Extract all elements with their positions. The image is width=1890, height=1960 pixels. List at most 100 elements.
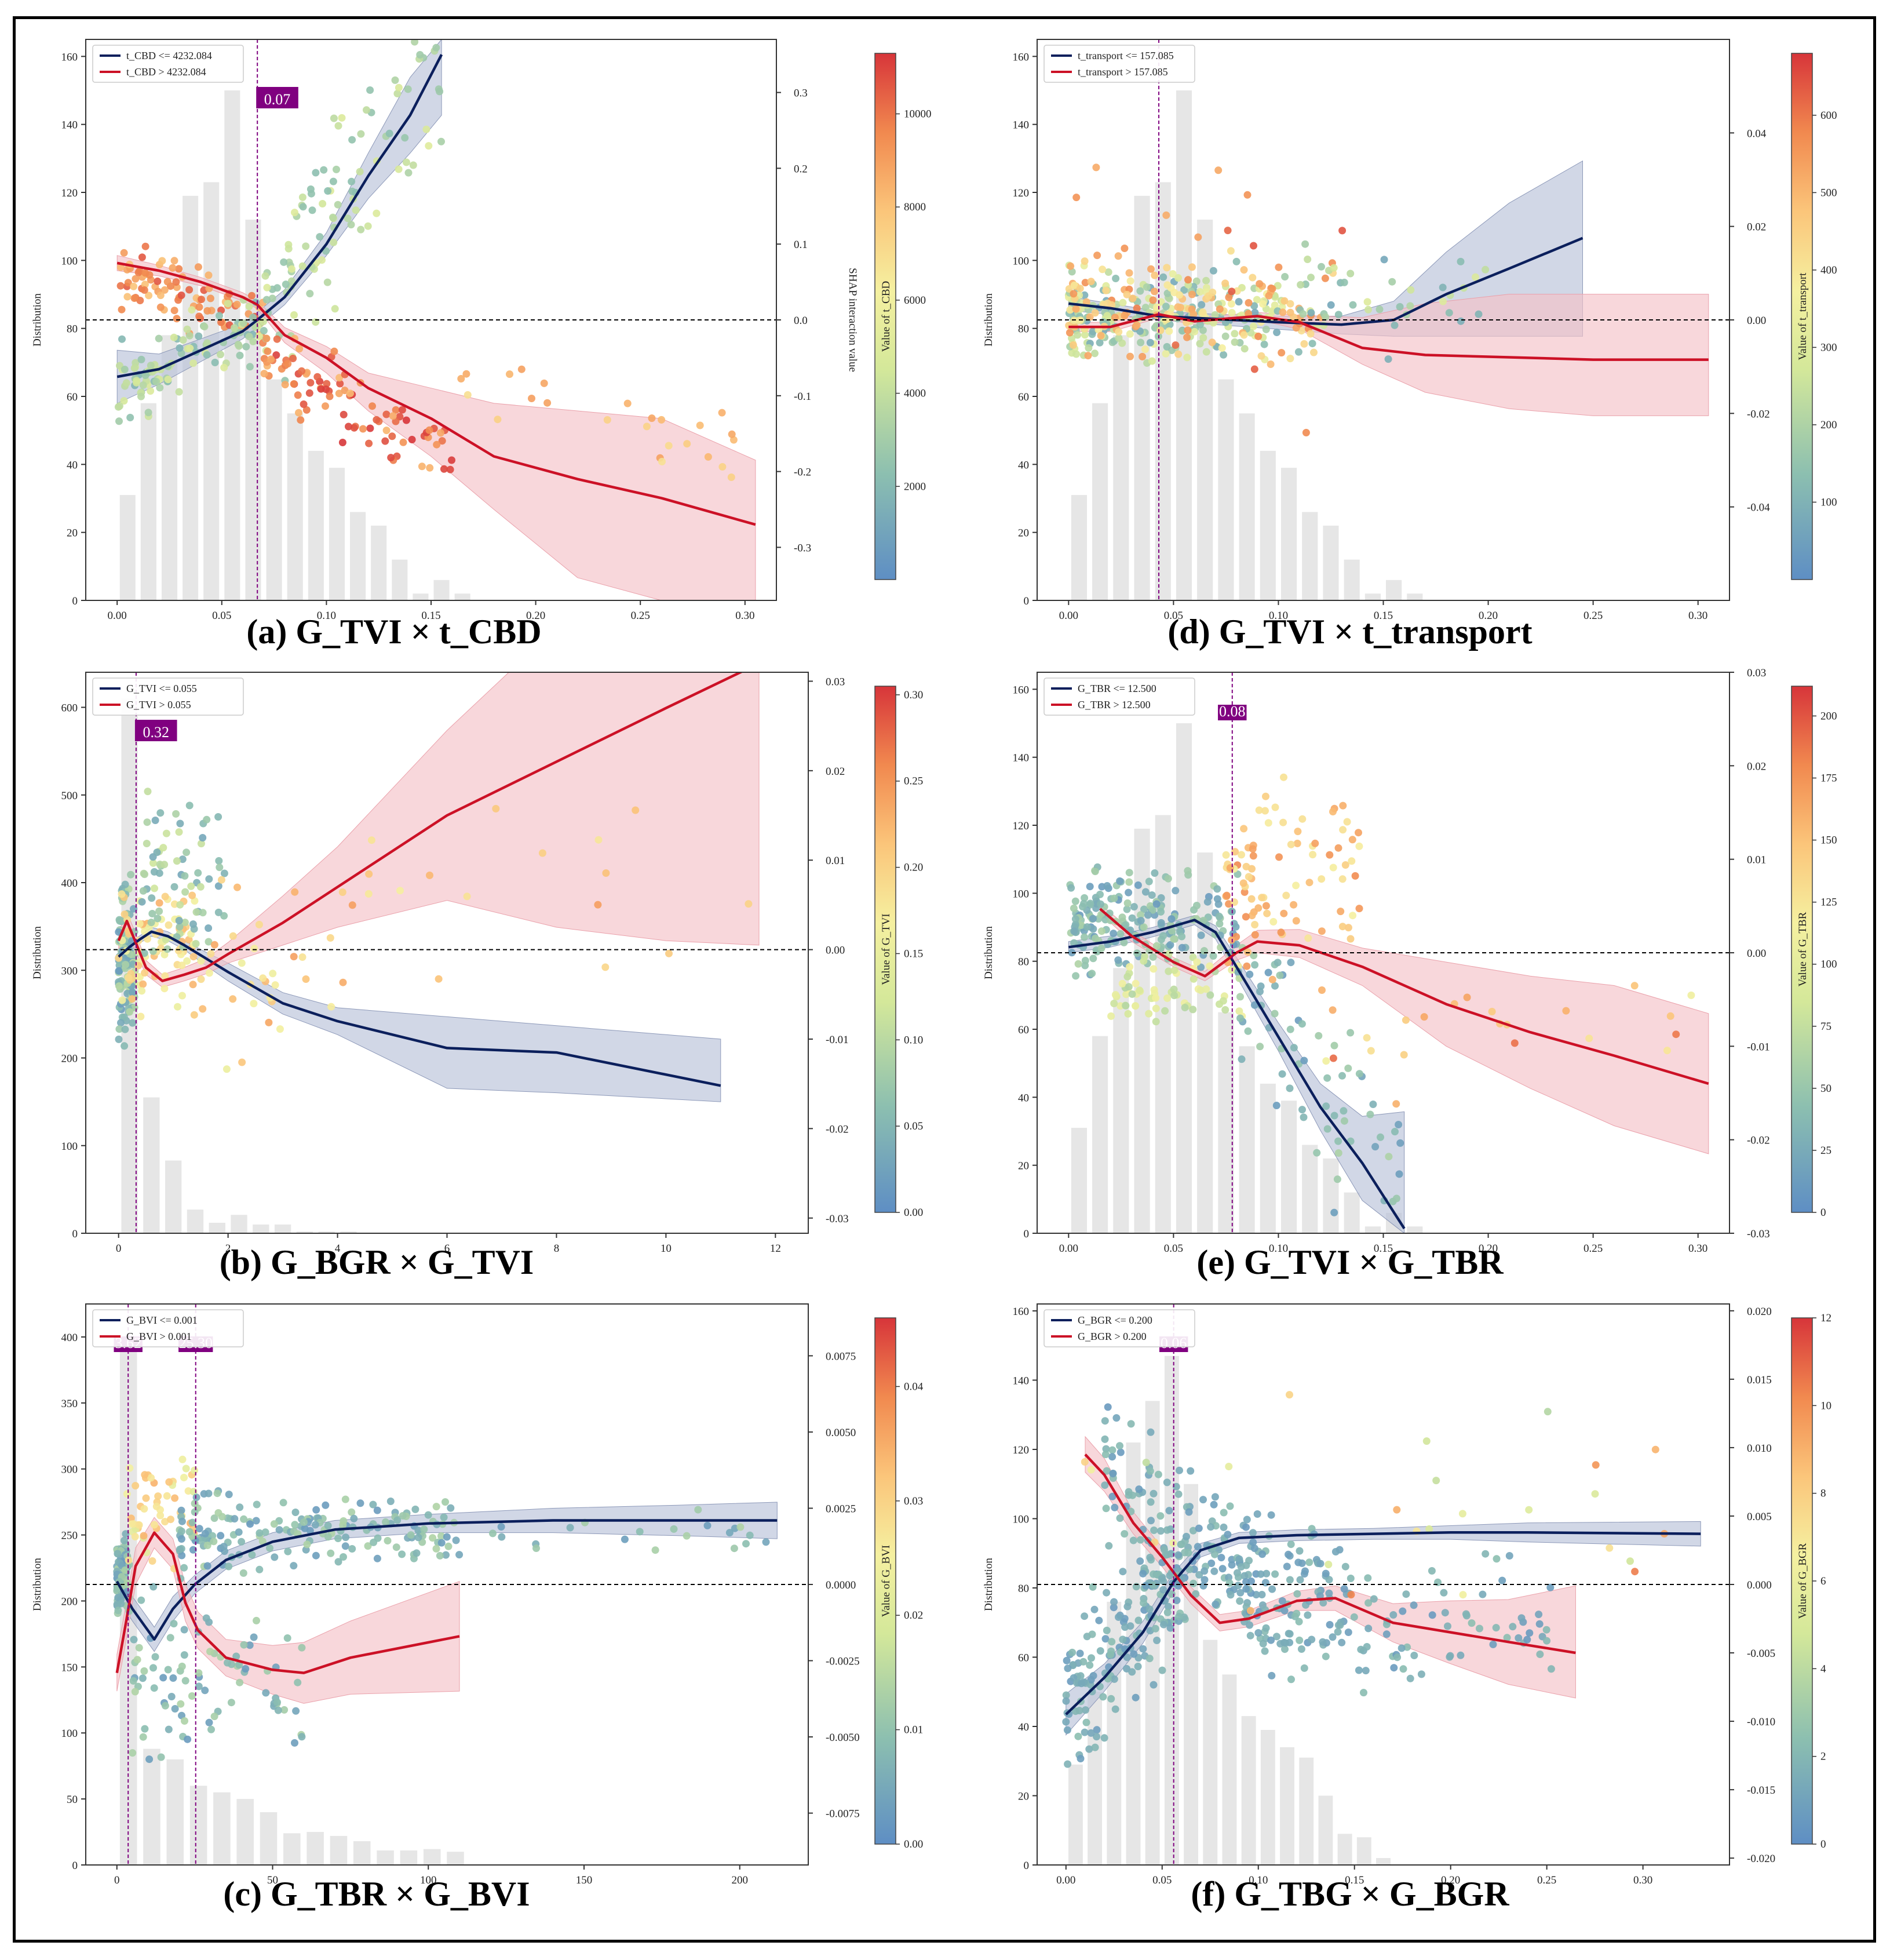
scatter-point	[258, 1538, 267, 1546]
scatter-point	[295, 345, 304, 353]
scatter-point	[392, 1543, 400, 1551]
scatter-point	[1103, 312, 1111, 320]
scatter-point	[1278, 1597, 1286, 1605]
scatter-point	[248, 292, 256, 300]
scatter-point	[1277, 928, 1285, 937]
series-line-blue	[116, 54, 443, 378]
x-tick-label: 0.10	[1269, 610, 1288, 622]
scatter-point	[1544, 1408, 1552, 1416]
scatter-point	[197, 957, 205, 965]
scatter-point	[436, 88, 444, 96]
scatter-point	[233, 300, 241, 308]
scatter-point	[127, 870, 135, 879]
scatter-point	[272, 351, 280, 359]
scatter-point	[1271, 1010, 1279, 1018]
scatter-point	[246, 1520, 254, 1528]
scatter-point	[1120, 938, 1128, 946]
scatter-point	[447, 1504, 455, 1512]
scatter-point	[191, 1466, 199, 1474]
histogram-bar	[296, 1231, 313, 1233]
scatter-point	[203, 339, 211, 347]
scatter-point	[1310, 348, 1318, 356]
scatter-point	[192, 1493, 200, 1502]
scatter-point	[1535, 1611, 1543, 1619]
scatter-point	[1285, 1550, 1292, 1558]
scatter-point	[1221, 332, 1229, 340]
scatter-point	[603, 416, 611, 424]
y-left-axis-label: Distribution	[31, 1558, 43, 1611]
scatter-point	[1149, 1581, 1157, 1589]
scatter-point	[1183, 354, 1191, 362]
legend-entry: G_TBR <= 12.500	[1078, 683, 1156, 694]
scatter-point	[230, 324, 238, 332]
colorbar-tick-label: 6000	[904, 294, 926, 307]
colorbar-tick-label: 0.01	[904, 1724, 923, 1736]
scatter-point	[1347, 1575, 1355, 1582]
scatter-point	[1262, 902, 1270, 910]
scatter-point	[1217, 1554, 1225, 1562]
scatter-point	[173, 857, 181, 865]
histogram-bar	[413, 593, 429, 600]
scatter-point	[1109, 1470, 1117, 1478]
scatter-point	[331, 305, 339, 313]
scatter-point	[1134, 1663, 1142, 1670]
scatter-point	[1271, 1570, 1279, 1578]
scatter-point	[1132, 979, 1140, 988]
scatter-point	[1193, 958, 1201, 966]
scatter-point	[1130, 1650, 1138, 1658]
scatter-point	[291, 1521, 299, 1529]
scatter-point	[1422, 1437, 1431, 1445]
y-right-tick-label: -0.1	[794, 391, 811, 403]
scatter-point	[1188, 290, 1196, 298]
y-right-tick-label: -0.0075	[826, 1808, 860, 1820]
scatter-point	[124, 279, 132, 287]
scatter-point	[1231, 330, 1239, 338]
scatter-point	[703, 1521, 712, 1529]
scatter-point	[528, 395, 535, 402]
scatter-point	[255, 920, 263, 928]
histogram-bar	[183, 195, 199, 600]
scatter-point	[1086, 1661, 1094, 1669]
scatter-point	[434, 24, 442, 31]
scatter-point	[253, 1616, 260, 1624]
scatter-point	[1240, 266, 1248, 274]
scatter-point	[185, 935, 193, 943]
scatter-point	[1510, 1039, 1519, 1047]
scatter-point	[1126, 963, 1134, 971]
scatter-point	[651, 1546, 659, 1554]
y-left-tick-label: 140	[1013, 752, 1030, 764]
scatter-point	[163, 1492, 171, 1500]
scatter-point	[1344, 1064, 1352, 1072]
scatter-point	[1250, 952, 1258, 960]
legend-box	[92, 677, 244, 716]
scatter-point	[1081, 894, 1089, 902]
scatter-point	[205, 875, 213, 883]
scatter-point	[1249, 1538, 1257, 1546]
scatter-point	[658, 416, 666, 424]
y-left-tick-label: 0	[72, 1228, 78, 1240]
scatter-point	[1315, 1032, 1323, 1040]
scatter-point	[1326, 851, 1334, 859]
scatter-point	[174, 1003, 181, 1011]
scatter-point	[1091, 1743, 1099, 1751]
scatter-point	[1136, 1536, 1144, 1544]
scatter-point	[1273, 1633, 1280, 1641]
scatter-point	[1216, 1000, 1223, 1008]
scatter-point	[189, 920, 197, 928]
scatter-point	[373, 1506, 381, 1514]
scatter-point	[357, 130, 365, 138]
y-right-tick-label: -0.010	[1747, 1716, 1775, 1728]
scatter-point	[594, 901, 602, 909]
scatter-point	[425, 142, 433, 150]
confidence-band-high	[116, 1517, 460, 1704]
scatter-point	[1542, 1626, 1550, 1634]
scatter-point	[189, 953, 198, 961]
scatter-point	[1251, 921, 1259, 928]
scatter-point	[273, 335, 281, 343]
scatter-point	[1166, 941, 1174, 949]
y-left-tick-label: 160	[1013, 684, 1030, 696]
panel-caption: (b) G_BGR × G_TVI	[220, 1243, 534, 1281]
scatter-point	[1243, 962, 1251, 970]
scatter-point	[172, 810, 180, 818]
scatter-point	[340, 1553, 347, 1561]
